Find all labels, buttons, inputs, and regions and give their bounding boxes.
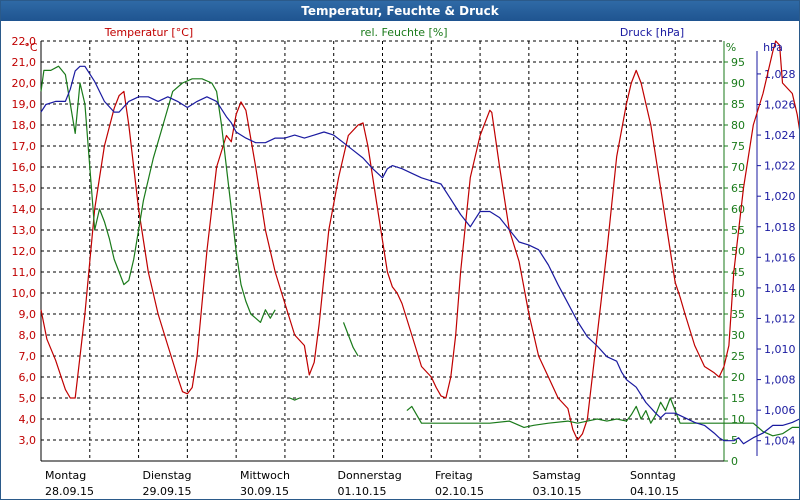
humidity-tick-label: 15 <box>731 392 745 405</box>
pressure-series-line <box>40 65 799 445</box>
temperature-tick-label: 12,0 <box>12 245 37 258</box>
temperature-tick-label: 15,0 <box>12 182 37 195</box>
humidity-tick-label: 60 <box>731 203 745 216</box>
temperature-tick-label: 22,0 <box>12 35 37 48</box>
temperature-tick-label: 13,0 <box>12 224 37 237</box>
pressure-tick-label: 1,024 <box>764 129 796 142</box>
humidity-tick-label: 40 <box>731 287 745 300</box>
tick-labels: 3,0 4,0 5,0 6,0 7,0 8,0 9,0 10,0 11,0 12,0 13,0 14,… <box>12 35 796 498</box>
temperature-tick-label: 11,0 <box>12 266 37 279</box>
humidity-tick-label: 80 <box>731 119 745 132</box>
temperature-series-label: Temperatur [°C] <box>104 26 193 39</box>
pressure-tick-label: 1,004 <box>764 435 796 448</box>
temperature-tick-label: 4,0 <box>19 413 37 426</box>
humidity-tick-label: 35 <box>731 308 745 321</box>
x-day-label: Montag <box>45 469 86 482</box>
humidity-tick-label: 75 <box>731 140 745 153</box>
x-date-label: 30.09.15 <box>240 485 289 498</box>
temperature-tick-label: 20,0 <box>12 77 37 90</box>
x-day-label: Samstag <box>533 469 581 482</box>
humidity-tick-label: 25 <box>731 350 745 363</box>
temperature-tick-label: 16,0 <box>12 161 37 174</box>
humidity-tick-label: 65 <box>731 182 745 195</box>
humidity-series-line <box>342 322 359 357</box>
humidity-tick-label: 30 <box>731 329 745 342</box>
temperature-unit: °C <box>24 41 38 54</box>
humidity-unit: % <box>726 41 736 54</box>
x-day-label: Dienstag <box>143 469 192 482</box>
temperature-tick-label: 14,0 <box>12 203 37 216</box>
humidity-tick-label: 10 <box>731 413 745 426</box>
temperature-tick-label: 19,0 <box>12 98 37 111</box>
humidity-series-label: rel. Feuchte [%] <box>360 26 447 39</box>
pressure-tick-label: 1,006 <box>764 404 796 417</box>
humidity-series-line <box>406 397 799 437</box>
humidity-tick-label: 0 <box>731 455 738 468</box>
temperature-tick-label: 3,0 <box>19 434 37 447</box>
humidity-tick-label: 95 <box>731 56 745 69</box>
humidity-tick-label: 50 <box>731 245 745 258</box>
pressure-unit: hPa <box>763 41 783 54</box>
x-date-label: 29.09.15 <box>143 485 192 498</box>
pressure-tick-label: 1,012 <box>764 312 796 325</box>
temperature-tick-label: 21,0 <box>12 56 37 69</box>
x-day-label: Freitag <box>435 469 473 482</box>
x-date-label: 02.10.15 <box>435 485 484 498</box>
humidity-tick-label: 70 <box>731 161 745 174</box>
pressure-tick-label: 1,018 <box>764 221 796 234</box>
x-day-label: Sonntag <box>630 469 676 482</box>
x-date-label: 03.10.15 <box>533 485 582 498</box>
x-date-label: 01.10.15 <box>338 485 387 498</box>
pressure-series-label: Druck [hPa] <box>620 26 684 39</box>
pressure-tick-label: 1,028 <box>764 68 796 81</box>
temperature-tick-label: 6,0 <box>19 371 37 384</box>
pressure-tick-label: 1,008 <box>764 374 796 387</box>
humidity-tick-label: 85 <box>731 98 745 111</box>
chart-title: Temperatur, Feuchte & Druck <box>1 1 799 21</box>
temperature-tick-label: 18,0 <box>12 119 37 132</box>
x-date-label: 28.09.15 <box>45 485 94 498</box>
pressure-tick-label: 1,014 <box>764 282 796 295</box>
temperature-tick-label: 9,0 <box>19 308 37 321</box>
grid <box>41 40 724 461</box>
series-lines <box>40 40 799 445</box>
pressure-tick-label: 1,022 <box>764 160 796 173</box>
pressure-tick-label: 1,010 <box>764 343 796 356</box>
x-date-label: 04.10.15 <box>630 485 679 498</box>
x-day-label: Mittwoch <box>240 469 290 482</box>
temperature-tick-label: 17,0 <box>12 140 37 153</box>
pressure-tick-label: 1,020 <box>764 190 796 203</box>
pressure-tick-label: 1,026 <box>764 98 796 111</box>
temperature-tick-label: 8,0 <box>19 329 37 342</box>
x-day-label: Donnerstag <box>338 469 402 482</box>
temperature-series-line <box>40 40 799 441</box>
humidity-series-line <box>289 397 300 401</box>
temperature-tick-label: 10,0 <box>12 287 37 300</box>
humidity-series-line <box>40 65 276 323</box>
humidity-tick-label: 20 <box>731 371 745 384</box>
pressure-tick-label: 1,016 <box>764 251 796 264</box>
humidity-tick-label: 90 <box>731 77 745 90</box>
temperature-tick-label: 7,0 <box>19 350 37 363</box>
temperature-tick-label: 5,0 <box>19 392 37 405</box>
